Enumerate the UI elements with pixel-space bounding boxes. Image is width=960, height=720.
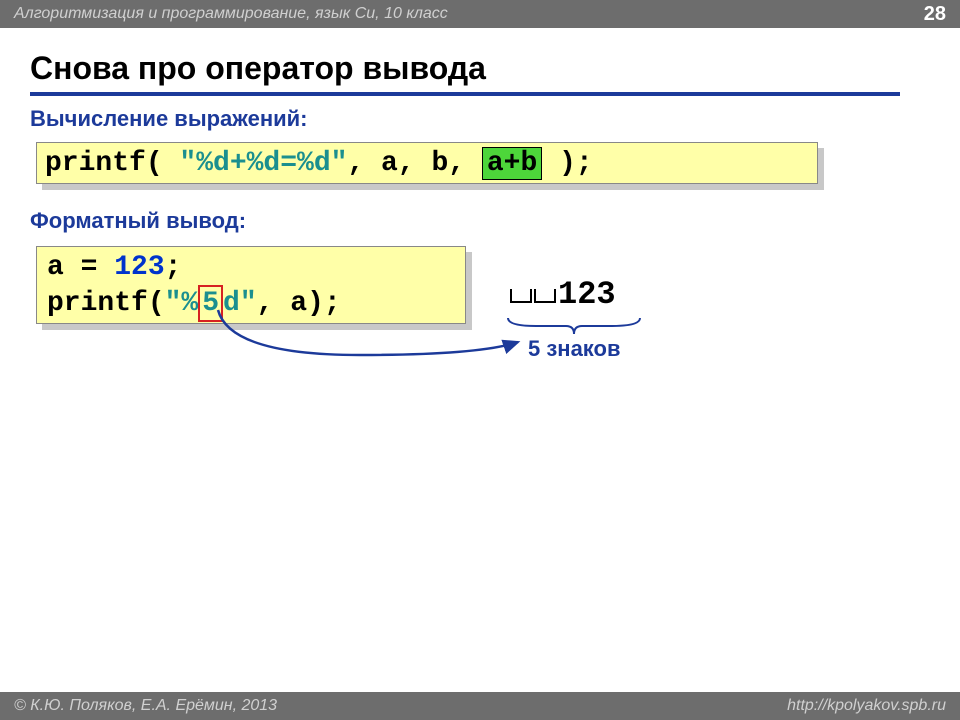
code2-l1b: 123 xyxy=(114,252,164,283)
code2-l2b: "% xyxy=(165,288,199,319)
footer-right: http://kpolyakov.spb.ru xyxy=(787,697,946,715)
title-underline xyxy=(30,92,900,96)
codebox1: printf( "%d+%d=%d", a, b, a+b ); xyxy=(36,142,818,184)
output-example: 123 xyxy=(510,276,616,313)
section2-heading: Форматный вывод: xyxy=(30,208,246,234)
code1-highlight: a+b xyxy=(482,147,542,180)
code2-l2d: d" xyxy=(223,288,257,319)
code2-l1a: a = xyxy=(47,252,114,283)
brace-label: 5 знаков xyxy=(528,336,621,362)
code1-p3: ); xyxy=(542,148,592,179)
space-marker xyxy=(510,289,532,303)
code1-p2: , a, b, xyxy=(347,148,481,179)
section1-heading: Вычисление выражений: xyxy=(30,106,307,132)
page-number: 28 xyxy=(924,3,946,26)
footer-bar: © К.Ю. Поляков, Е.А. Ерёмин, 2013 http:/… xyxy=(0,692,960,720)
codebox2: a = 123; printf("%5d", a); xyxy=(36,246,466,324)
code2-l1c: ; xyxy=(165,252,182,283)
code2-redbox: 5 xyxy=(198,285,223,323)
header-bar: Алгоритмизация и программирование, язык … xyxy=(0,0,960,28)
output-text: 123 xyxy=(558,276,616,313)
space-marker xyxy=(534,289,556,303)
code1-p1: printf( xyxy=(45,148,179,179)
brace-icon xyxy=(506,316,646,336)
course-label: Алгоритмизация и программирование, язык … xyxy=(14,5,448,23)
code2-l2a: printf( xyxy=(47,288,165,319)
code1-string: "%d+%d=%d" xyxy=(179,148,347,179)
footer-left: © К.Ю. Поляков, Е.А. Ерёмин, 2013 xyxy=(14,697,277,715)
page-title: Снова про оператор вывода xyxy=(30,50,486,87)
code2-l2e: , a); xyxy=(257,288,341,319)
